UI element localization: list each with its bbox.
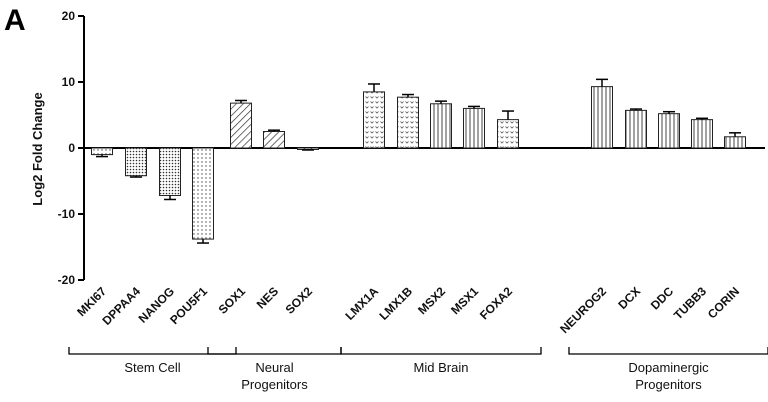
- bar-lmx1a: [363, 91, 385, 149]
- y-tick-label: 0: [68, 141, 75, 155]
- bar-sox1: [230, 102, 252, 149]
- group-bracket: [207, 347, 342, 355]
- group-bracket: [568, 347, 768, 355]
- group-brackets: Stem Cell Neural Progenitors Mid Brain Dopam…: [68, 347, 768, 392]
- group-label: Dopaminergic: [628, 360, 709, 375]
- category-label-sox1: SOX1: [216, 284, 249, 317]
- group-bracket: [340, 347, 542, 355]
- bar-dcx: [625, 109, 647, 149]
- y-tick-label: 20: [62, 9, 76, 23]
- category-label-dcx: DCX: [615, 284, 643, 312]
- group-label: Progenitors: [635, 377, 702, 392]
- group-label: Mid Brain: [414, 360, 469, 375]
- category-label-tubb3: TUBB3: [671, 284, 709, 322]
- category-label-foxa2: FOXA2: [477, 284, 515, 322]
- bar-corin: [724, 136, 746, 149]
- category-label-corin: CORIN: [705, 284, 742, 321]
- y-tick-label: -10: [58, 207, 76, 221]
- y-tick-label: -20: [58, 273, 76, 287]
- category-label-ddc: DDC: [648, 284, 677, 313]
- category-label-dppaa4: DPPAA4: [99, 284, 143, 328]
- category-label-msx2: MSX2: [415, 284, 448, 317]
- group-label: Stem Cell: [124, 360, 180, 375]
- bar-nes: [263, 131, 285, 149]
- group-bracket: [68, 347, 237, 355]
- y-tick-label: 10: [62, 75, 76, 89]
- bars: [91, 78, 746, 244]
- category-label-nes: NES: [254, 284, 281, 311]
- bar-ddc: [658, 113, 680, 149]
- panel-label: A: [4, 4, 26, 37]
- bar-nanog: [159, 147, 181, 197]
- category-label-pou5f1: POU5F1: [167, 284, 210, 327]
- category-label-neurog2: NEUROG2: [557, 284, 609, 336]
- bar-lmx1b: [397, 96, 419, 149]
- bar-tubb3: [691, 119, 713, 149]
- bar-msx1: [463, 107, 485, 149]
- category-label-sox2: SOX2: [283, 284, 316, 317]
- bar-pou5f1: [192, 147, 214, 240]
- bar-mki67: [91, 147, 113, 156]
- bar-dppaa4: [125, 147, 147, 177]
- bar-neurog2: [591, 86, 613, 149]
- y-axis-label: Log2 Fold Change: [30, 92, 45, 205]
- bar-msx2: [430, 103, 452, 149]
- bar-foxa2: [497, 119, 519, 149]
- group-label: Neural: [255, 360, 293, 375]
- category-label-lmx1b: LMX1B: [376, 284, 415, 323]
- group-label: Progenitors: [241, 377, 308, 392]
- category-label-lmx1a: LMX1A: [342, 284, 381, 323]
